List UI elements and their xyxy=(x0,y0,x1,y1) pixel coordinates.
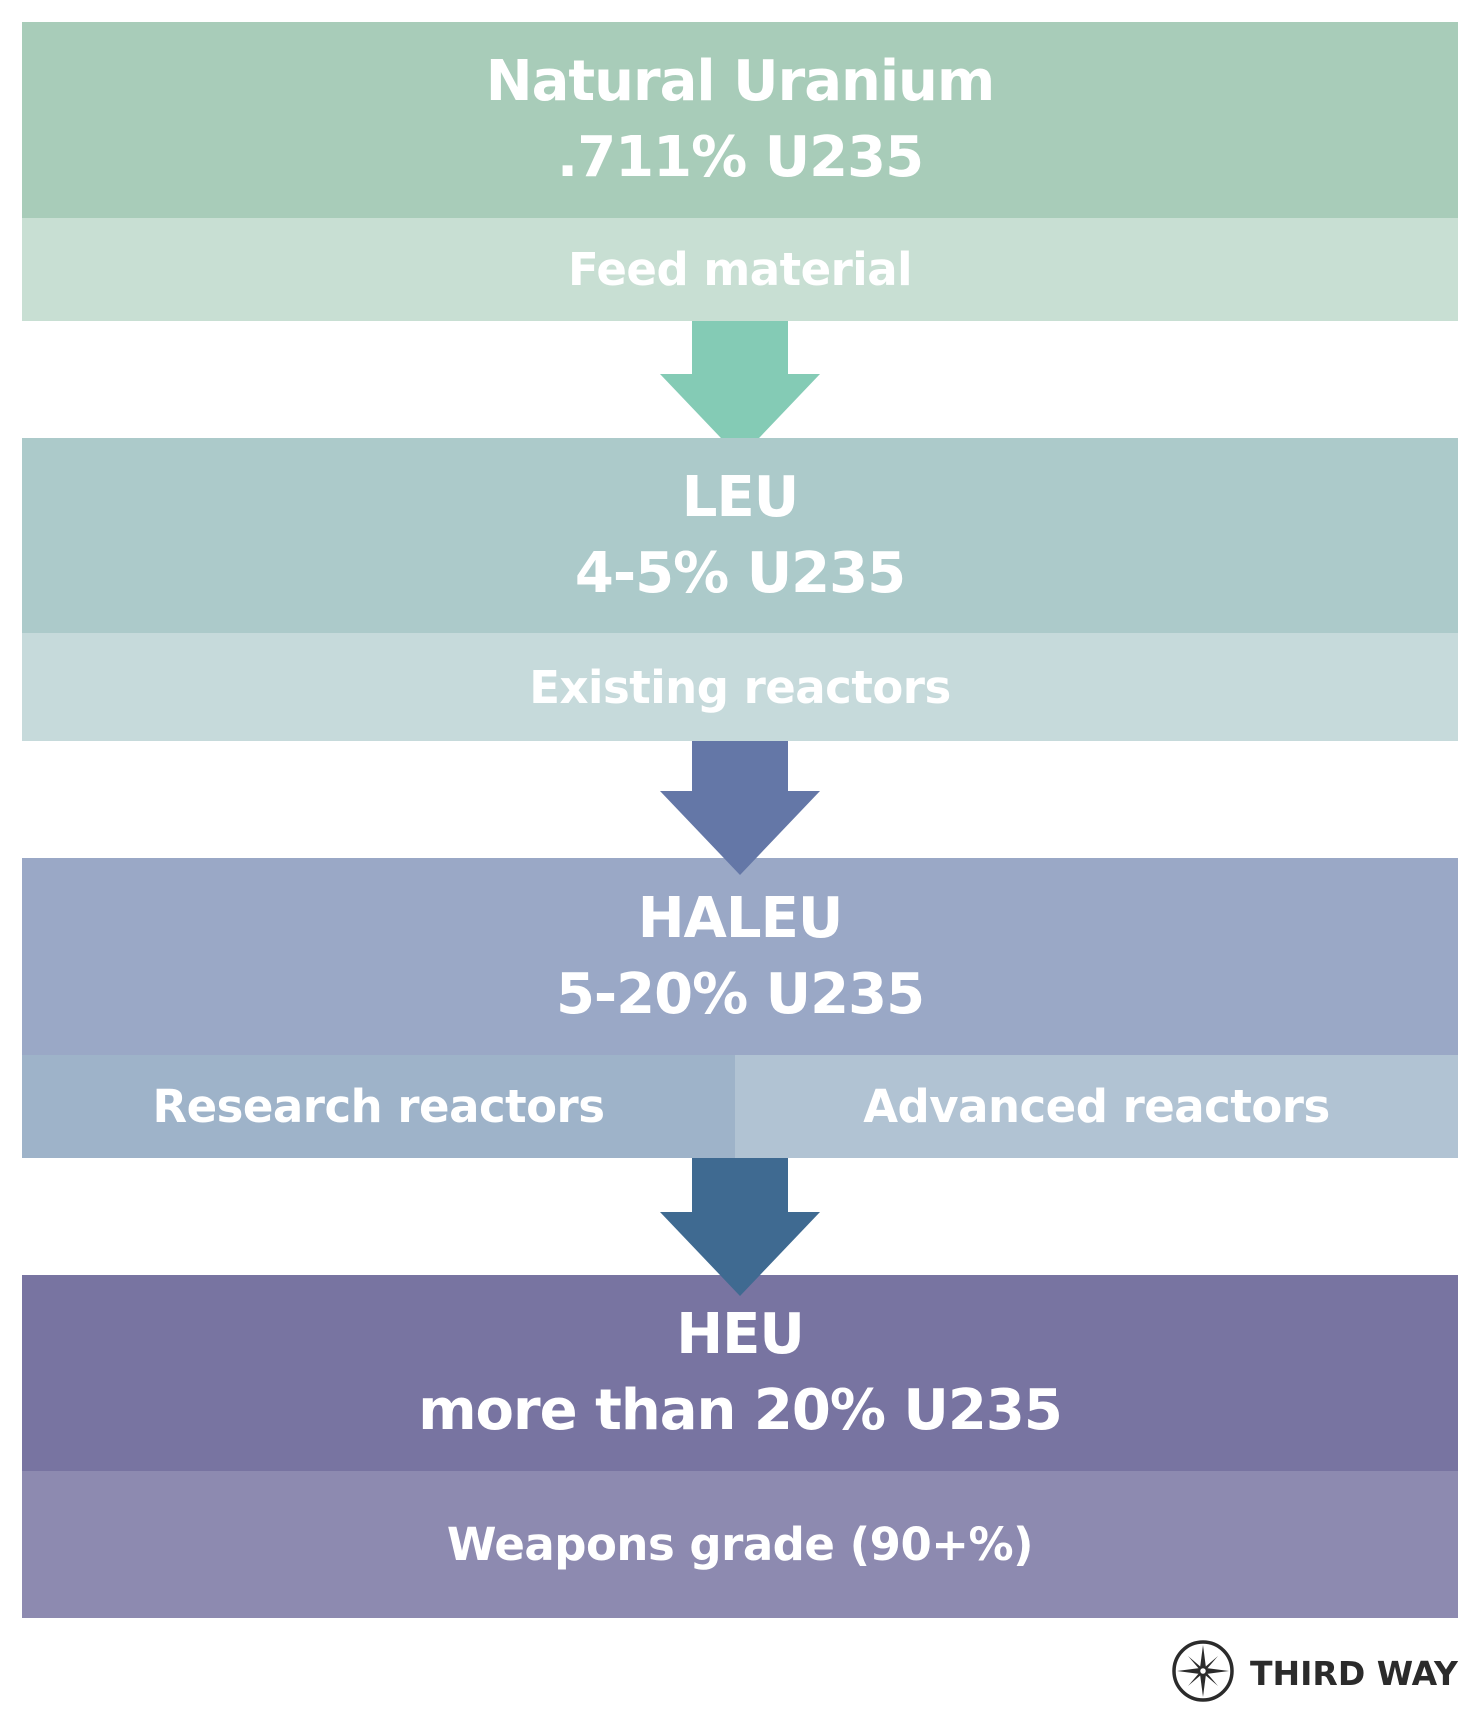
stage-enrichment: 5-20% U235 xyxy=(555,961,925,1027)
stage-leu: LEU 4-5% U235 Existing reactors xyxy=(22,438,1458,741)
down-arrow-icon xyxy=(660,741,820,876)
stage-use: Weapons grade (90+%) xyxy=(22,1471,1458,1618)
stage-haleu-header: HALEU 5-20% U235 xyxy=(22,858,1458,1055)
stage-haleu: HALEU 5-20% U235 Research reactors Advan… xyxy=(22,858,1458,1158)
stage-uses: Research reactors Advanced reactors xyxy=(22,1055,1458,1158)
stage-use-advanced-reactors: Advanced reactors xyxy=(735,1055,1458,1158)
stage-use: Existing reactors xyxy=(22,633,1458,741)
logo-text: THIRD WAY xyxy=(1250,1653,1458,1693)
stage-use: Feed material xyxy=(22,218,1458,321)
stage-leu-header: LEU 4-5% U235 xyxy=(22,438,1458,633)
stage-use-research-reactors: Research reactors xyxy=(22,1055,735,1158)
stage-heu: HEU more than 20% U235 Weapons grade (90… xyxy=(22,1275,1458,1618)
stage-enrichment: .711% U235 xyxy=(556,125,924,190)
third-way-logo: THIRD WAY xyxy=(1170,1640,1458,1706)
stage-natural-uranium-header: Natural Uranium .711% U235 xyxy=(22,22,1458,218)
stage-natural-uranium: Natural Uranium .711% U235 Feed material xyxy=(22,22,1458,321)
stage-name: HEU xyxy=(676,1302,805,1367)
down-arrow-icon xyxy=(660,1158,820,1297)
down-arrow-icon xyxy=(660,321,820,459)
stage-enrichment: more than 20% U235 xyxy=(418,1378,1063,1443)
stage-enrichment: 4-5% U235 xyxy=(574,540,906,606)
stage-heu-header: HEU more than 20% U235 xyxy=(22,1275,1458,1471)
stage-name: LEU xyxy=(681,464,799,530)
stage-name: HALEU xyxy=(637,885,844,951)
compass-icon xyxy=(1170,1638,1236,1708)
stage-name: Natural Uranium xyxy=(485,49,996,114)
